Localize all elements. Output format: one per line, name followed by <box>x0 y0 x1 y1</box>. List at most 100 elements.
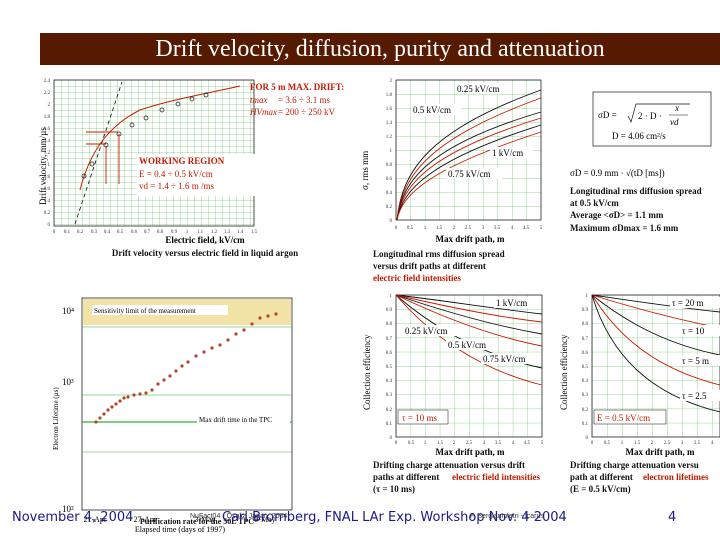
dv-ytick: 2.2 <box>44 91 51 96</box>
af-caption-3: (τ = 10 ms) <box>373 484 415 494</box>
al-caption-1: Drifting charge attenuation versu <box>570 460 699 470</box>
af-ytick: 0.1 <box>386 422 393 427</box>
formula-sigma: σD = <box>598 110 617 120</box>
diff-ytick: 0.6 <box>386 177 393 182</box>
al-ylabel: Collection efficiency <box>559 334 569 410</box>
pur-xtick: 9-May <box>254 515 275 524</box>
al-xticks: 0 0.5 1 1.5 2 2.5 3 3.5 4 <box>591 441 714 446</box>
dv-note-title: FOR 5 m MAX. DRIFT: <box>250 82 344 92</box>
diff-ytick: 1 <box>390 149 393 154</box>
diff-xtick: 1.5 <box>436 226 443 231</box>
af-caption-1: Drifting charge attenuation versus drift <box>373 460 525 470</box>
al-curve <box>591 294 720 413</box>
dv-ytick: 0 <box>48 223 51 228</box>
al-xtick: 3.5 <box>694 441 701 446</box>
diff-label-05: 0.5 kV/cm <box>413 105 451 115</box>
af-xticks: 0 0.5 1 1.5 2 2.5 3 3.5 4 4.5 5 <box>395 441 544 446</box>
al-ytick: 0 <box>586 436 589 441</box>
dv-point <box>159 107 165 113</box>
diff-xtick: 0.5 <box>407 226 414 231</box>
diff-label-025: 0.25 kV/cm <box>457 84 500 94</box>
dv-xtick: 0.4 <box>104 230 111 235</box>
dv-ytick: 2 <box>48 103 51 108</box>
pur-max-drift-label: Max drift time in the TPC <box>199 416 272 424</box>
diff-ytick: 2 <box>390 79 393 84</box>
diff-ytick: 1.4 <box>386 121 393 126</box>
dv-xtick: 0 <box>53 230 56 235</box>
al-ytick: 0.8 <box>582 322 589 327</box>
title-bar: Drift velocity, diffusion, purity and at… <box>40 33 720 65</box>
dv-xtick: 0.1 <box>64 230 71 235</box>
pur-ytick: 10² <box>62 504 74 514</box>
af-tau-label: τ = 10 ms <box>402 413 437 423</box>
af-label-075: 0.75 kV/cm <box>483 354 526 364</box>
pur-xlabel: Elapsed time (days of 1997) <box>135 525 226 534</box>
al-efield-label: E = 0.5 kV/cm <box>597 413 650 423</box>
af-xtick: 0.5 <box>408 441 415 446</box>
al-ytick: 0.3 <box>582 393 589 398</box>
diff-curve <box>396 111 542 221</box>
diff-label-075: 0.75 kV/cm <box>448 169 491 179</box>
dv-note-hv-label: HVmax <box>249 107 277 117</box>
dv-ytick: 1 <box>48 163 51 168</box>
af-xtick: 0 <box>395 441 398 446</box>
al-xtick: 4 <box>711 441 714 446</box>
af-xtick: 2 <box>453 441 456 446</box>
af-caption-red: electric field intensities <box>452 472 540 482</box>
diff-xtick: 4.5 <box>523 226 530 231</box>
af-curve <box>395 294 543 347</box>
dv-working-region-markers <box>86 131 120 184</box>
diff-caption-1: Longitudinal rms diffusion spread <box>373 249 505 259</box>
dv-xtick: 0.8 <box>157 230 164 235</box>
diff-yticks: 2 1.8 1.6 1.4 1.2 1 0.8 0.6 0.4 0.2 0 <box>386 79 393 224</box>
diff-curve <box>396 124 542 221</box>
al-ytick: 0.5 <box>582 365 589 370</box>
af-xtick: 3 <box>483 441 486 446</box>
af-ytick: 0.6 <box>386 351 393 356</box>
diff-curve <box>396 117 542 221</box>
footer-event: Carl Bromberg, FNAL LAr Exp. Workshop No… <box>222 510 567 525</box>
al-curve <box>591 294 720 356</box>
dv-xticks: 0 0.1 0.2 0.3 0.4 0.5 0.6 0.7 0.8 0.9 1 … <box>53 230 258 235</box>
af-xtick: 1 <box>424 441 427 446</box>
dv-region-v: vd = 1.4 ÷ 1.6 m /ms <box>139 181 215 191</box>
diff-ytick: 1.6 <box>386 107 393 112</box>
al-ytick: 0.7 <box>582 337 589 342</box>
dv-max-drift-note: FOR 5 m MAX. DRIFT: tmax = 3.6 ÷ 3.1 ms … <box>249 82 344 117</box>
al-ytick: 0.2 <box>582 408 589 413</box>
diff-ytick: 1.2 <box>386 135 393 140</box>
dv-linear-reference <box>74 81 123 225</box>
al-caption-red: electron lifetimes <box>643 472 709 482</box>
af-label-1: 1 kV/cm <box>496 298 527 308</box>
purification-chart: Electron Lifetime (µs) 10⁴ 10³ 10² Sensi… <box>52 297 293 534</box>
diff-ytick: 0 <box>390 219 393 224</box>
dv-xtick: 0.2 <box>77 230 84 235</box>
pur-ytick: 10⁴ <box>62 306 74 316</box>
af-caption-2: paths at different <box>373 472 439 482</box>
footer-date: November 4, 2004 <box>12 510 134 525</box>
pur-caption: Purification rate for the 50L TPC <box>140 517 254 526</box>
al-label-10: τ = 10 <box>682 326 705 336</box>
dv-point <box>175 101 181 107</box>
pur-ytick: 10³ <box>62 377 74 387</box>
pur-ylabel: Electron Lifetime (µs) <box>52 387 60 450</box>
diff-label-1: 1 kV/cm <box>492 148 523 158</box>
al-caption-3: (E = 0.5 kV/cm) <box>570 484 631 494</box>
diff-xtick: 3.5 <box>494 226 501 231</box>
formula-title-1: Longitudinal rms diffusion spread <box>570 186 702 196</box>
dv-xtick: 0.5 <box>117 230 124 235</box>
pur-xtick: 27-Apr <box>133 515 156 524</box>
dv-ytick: 0.6 <box>44 187 51 192</box>
dv-region-title: WORKING REGION <box>139 156 225 166</box>
diff-xtick: 1 <box>424 226 427 231</box>
formula-2d: 2 · D · <box>638 111 662 121</box>
al-ytick: 0.9 <box>582 308 589 313</box>
diff-ytick: 0.4 <box>386 191 393 196</box>
diff-curves <box>396 89 542 221</box>
footer-small-left: NuFact04 - Osaka Japan, 2004 <box>190 513 288 520</box>
af-ytick: 1 <box>390 294 393 299</box>
af-ytick: 0 <box>390 436 393 441</box>
af-ytick: 0.2 <box>386 408 393 413</box>
dv-xlabel: Electric field, kV/cm <box>165 235 245 245</box>
footer-small-right: F. Sergiampietri - Icarus <box>470 513 544 520</box>
